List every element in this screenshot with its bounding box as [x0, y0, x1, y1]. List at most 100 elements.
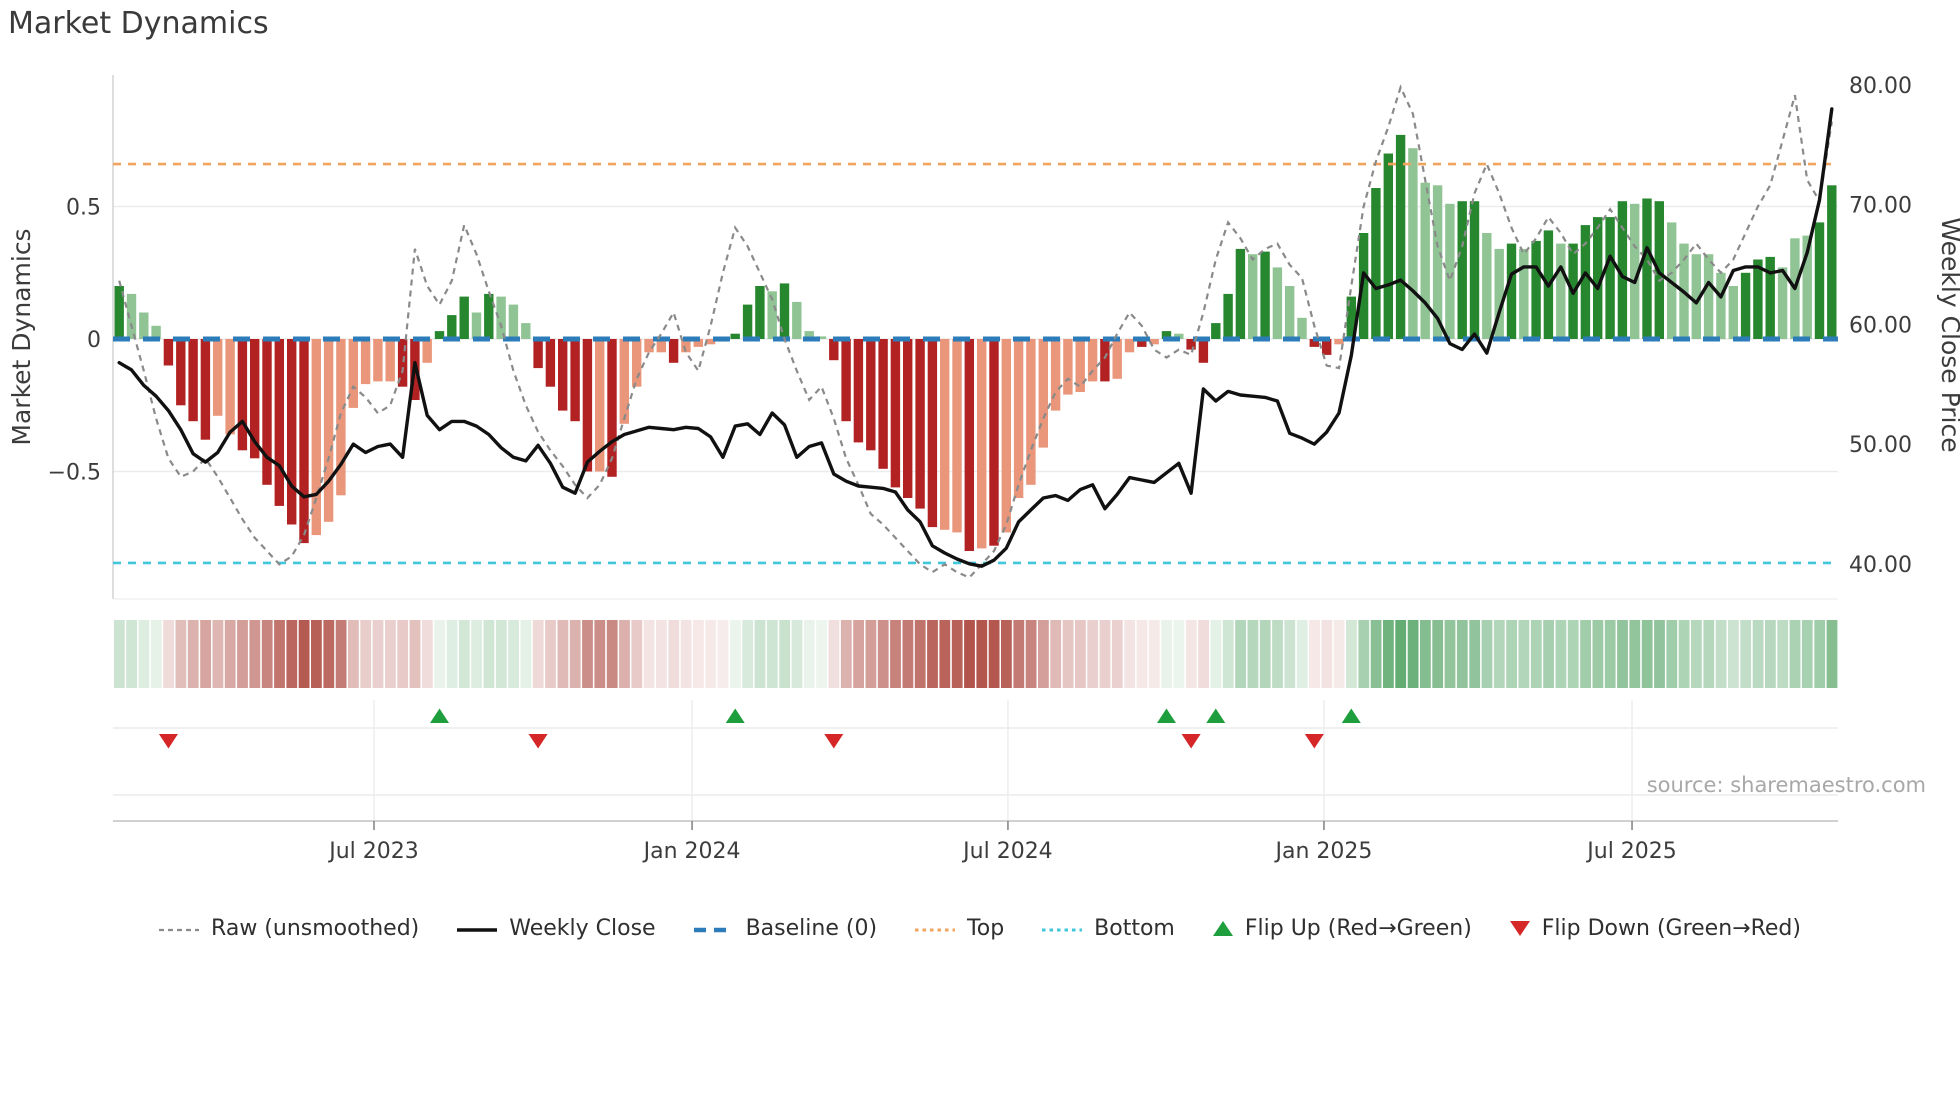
oscillator-bar [1198, 339, 1209, 363]
oscillator-bar [1482, 233, 1492, 339]
heatmap-cell [495, 620, 507, 688]
oscillator-bar [373, 339, 383, 382]
heatmap-cell [323, 620, 335, 688]
oscillator-bar [755, 286, 765, 339]
heatmap-cell [1185, 620, 1197, 688]
oscillator-bars [114, 134, 1837, 551]
right-tick-label: 40.00 [1849, 553, 1912, 578]
heatmap-cell [643, 620, 655, 688]
left-tick-label: −0.5 [48, 461, 101, 486]
x-tick-label: Jul 2025 [1585, 839, 1677, 864]
oscillator-bar [693, 339, 703, 347]
oscillator-bar [644, 339, 654, 353]
heatmap-cell [1703, 620, 1715, 688]
heatmap-cell [557, 620, 569, 688]
oscillator-bar [767, 291, 777, 339]
heatmap-cell [1124, 620, 1136, 688]
oscillator-bar [816, 336, 827, 339]
oscillator-bar [1457, 201, 1467, 339]
flip-down-marker [1181, 734, 1201, 749]
oscillator-bar [496, 296, 506, 339]
heatmap-cell [730, 620, 741, 688]
oscillator-bar [1112, 339, 1122, 379]
heatmap-cell [1518, 620, 1530, 688]
oscillator-bar [1026, 339, 1036, 485]
dot-cyan-swatch-icon [1042, 916, 1083, 941]
oscillator-bar [545, 339, 556, 387]
heatmap-cell [163, 620, 174, 688]
heatmap-cell [1432, 620, 1444, 688]
heatmap-cell [1629, 620, 1641, 688]
oscillator-bar [521, 323, 531, 339]
chart-title: Market Dynamics [8, 6, 269, 41]
oscillator-bar [533, 339, 543, 369]
oscillator-bar [1802, 235, 1812, 339]
heatmap-cell [964, 620, 975, 688]
heatmap-cell [1715, 620, 1727, 688]
oscillator-bar [299, 339, 309, 544]
heatmap-cell [1309, 620, 1320, 688]
oscillator-bar [656, 339, 666, 353]
oscillator-bar [1383, 153, 1393, 339]
oscillator-bar [1506, 243, 1517, 339]
oscillator-bar [1395, 134, 1406, 339]
x-tick-label: Jul 2023 [327, 839, 419, 864]
right-tick-label: 80.00 [1849, 74, 1912, 99]
heatmap-cell [754, 620, 766, 688]
heatmap-cell [1493, 620, 1505, 688]
oscillator-bar [1420, 182, 1430, 339]
heatmap-cell [237, 620, 248, 688]
oscillator-bar [792, 301, 802, 339]
heatmap-cell [126, 620, 137, 688]
dot-orange-swatch-icon [915, 916, 956, 941]
heatmap-cell [1666, 620, 1678, 688]
oscillator-bar [1531, 240, 1541, 339]
heatmap-cell [1789, 620, 1801, 688]
heatmap-cell [1198, 620, 1209, 688]
heatmap-cell [1567, 620, 1579, 688]
heatmap-cell [1801, 620, 1813, 688]
heatmap-cell [150, 620, 162, 688]
flip-down-marker [158, 734, 178, 749]
oscillator-bar [434, 331, 445, 339]
oscillator-bar [668, 339, 679, 363]
heatmap-cell [606, 620, 618, 688]
flip-markers-panel [113, 700, 1838, 821]
legend-label: Top [967, 916, 1005, 941]
heatmap-cell [1099, 620, 1111, 688]
heatmap-cell [187, 620, 199, 688]
oscillator-bar [1050, 339, 1061, 411]
oscillator-bar [619, 339, 629, 424]
heatmap-cell [249, 620, 261, 688]
legend-label: Bottom [1094, 916, 1175, 941]
oscillator-bar [484, 293, 494, 339]
dash-blue-swatch-icon [693, 916, 734, 941]
legend-label: Raw (unsmoothed) [211, 916, 420, 941]
heatmap-cell [372, 620, 384, 688]
heatmap-cell [1284, 620, 1296, 688]
oscillator-bar [705, 339, 716, 345]
oscillator-bar [1075, 339, 1085, 392]
oscillator-bar [459, 296, 469, 339]
oscillator-bar [607, 339, 617, 477]
heatmap-cell [582, 620, 593, 688]
oscillator-bar [964, 339, 974, 551]
oscillator-bar [1285, 286, 1295, 339]
source-text: source: sharemaestro.com [1647, 773, 1926, 797]
oscillator-bar [1642, 198, 1652, 339]
heatmap-cell [298, 620, 310, 688]
oscillator-bar [1494, 248, 1504, 339]
oscillator-bar [1260, 251, 1270, 340]
oscillator-bar [1617, 201, 1628, 339]
oscillator-bar [1297, 317, 1307, 339]
oscillator-bar [1087, 339, 1098, 382]
heatmap-cell [1087, 620, 1099, 688]
heatmap-cell [877, 620, 889, 688]
heatmap-cell [1555, 620, 1567, 688]
flip-up-icon [1212, 921, 1233, 936]
oscillator-bar [742, 304, 753, 340]
heatmap-cell [840, 620, 852, 688]
oscillator-bar [1593, 217, 1603, 339]
oscillator-bar [1777, 267, 1788, 339]
flip-up-marker [1206, 708, 1226, 723]
